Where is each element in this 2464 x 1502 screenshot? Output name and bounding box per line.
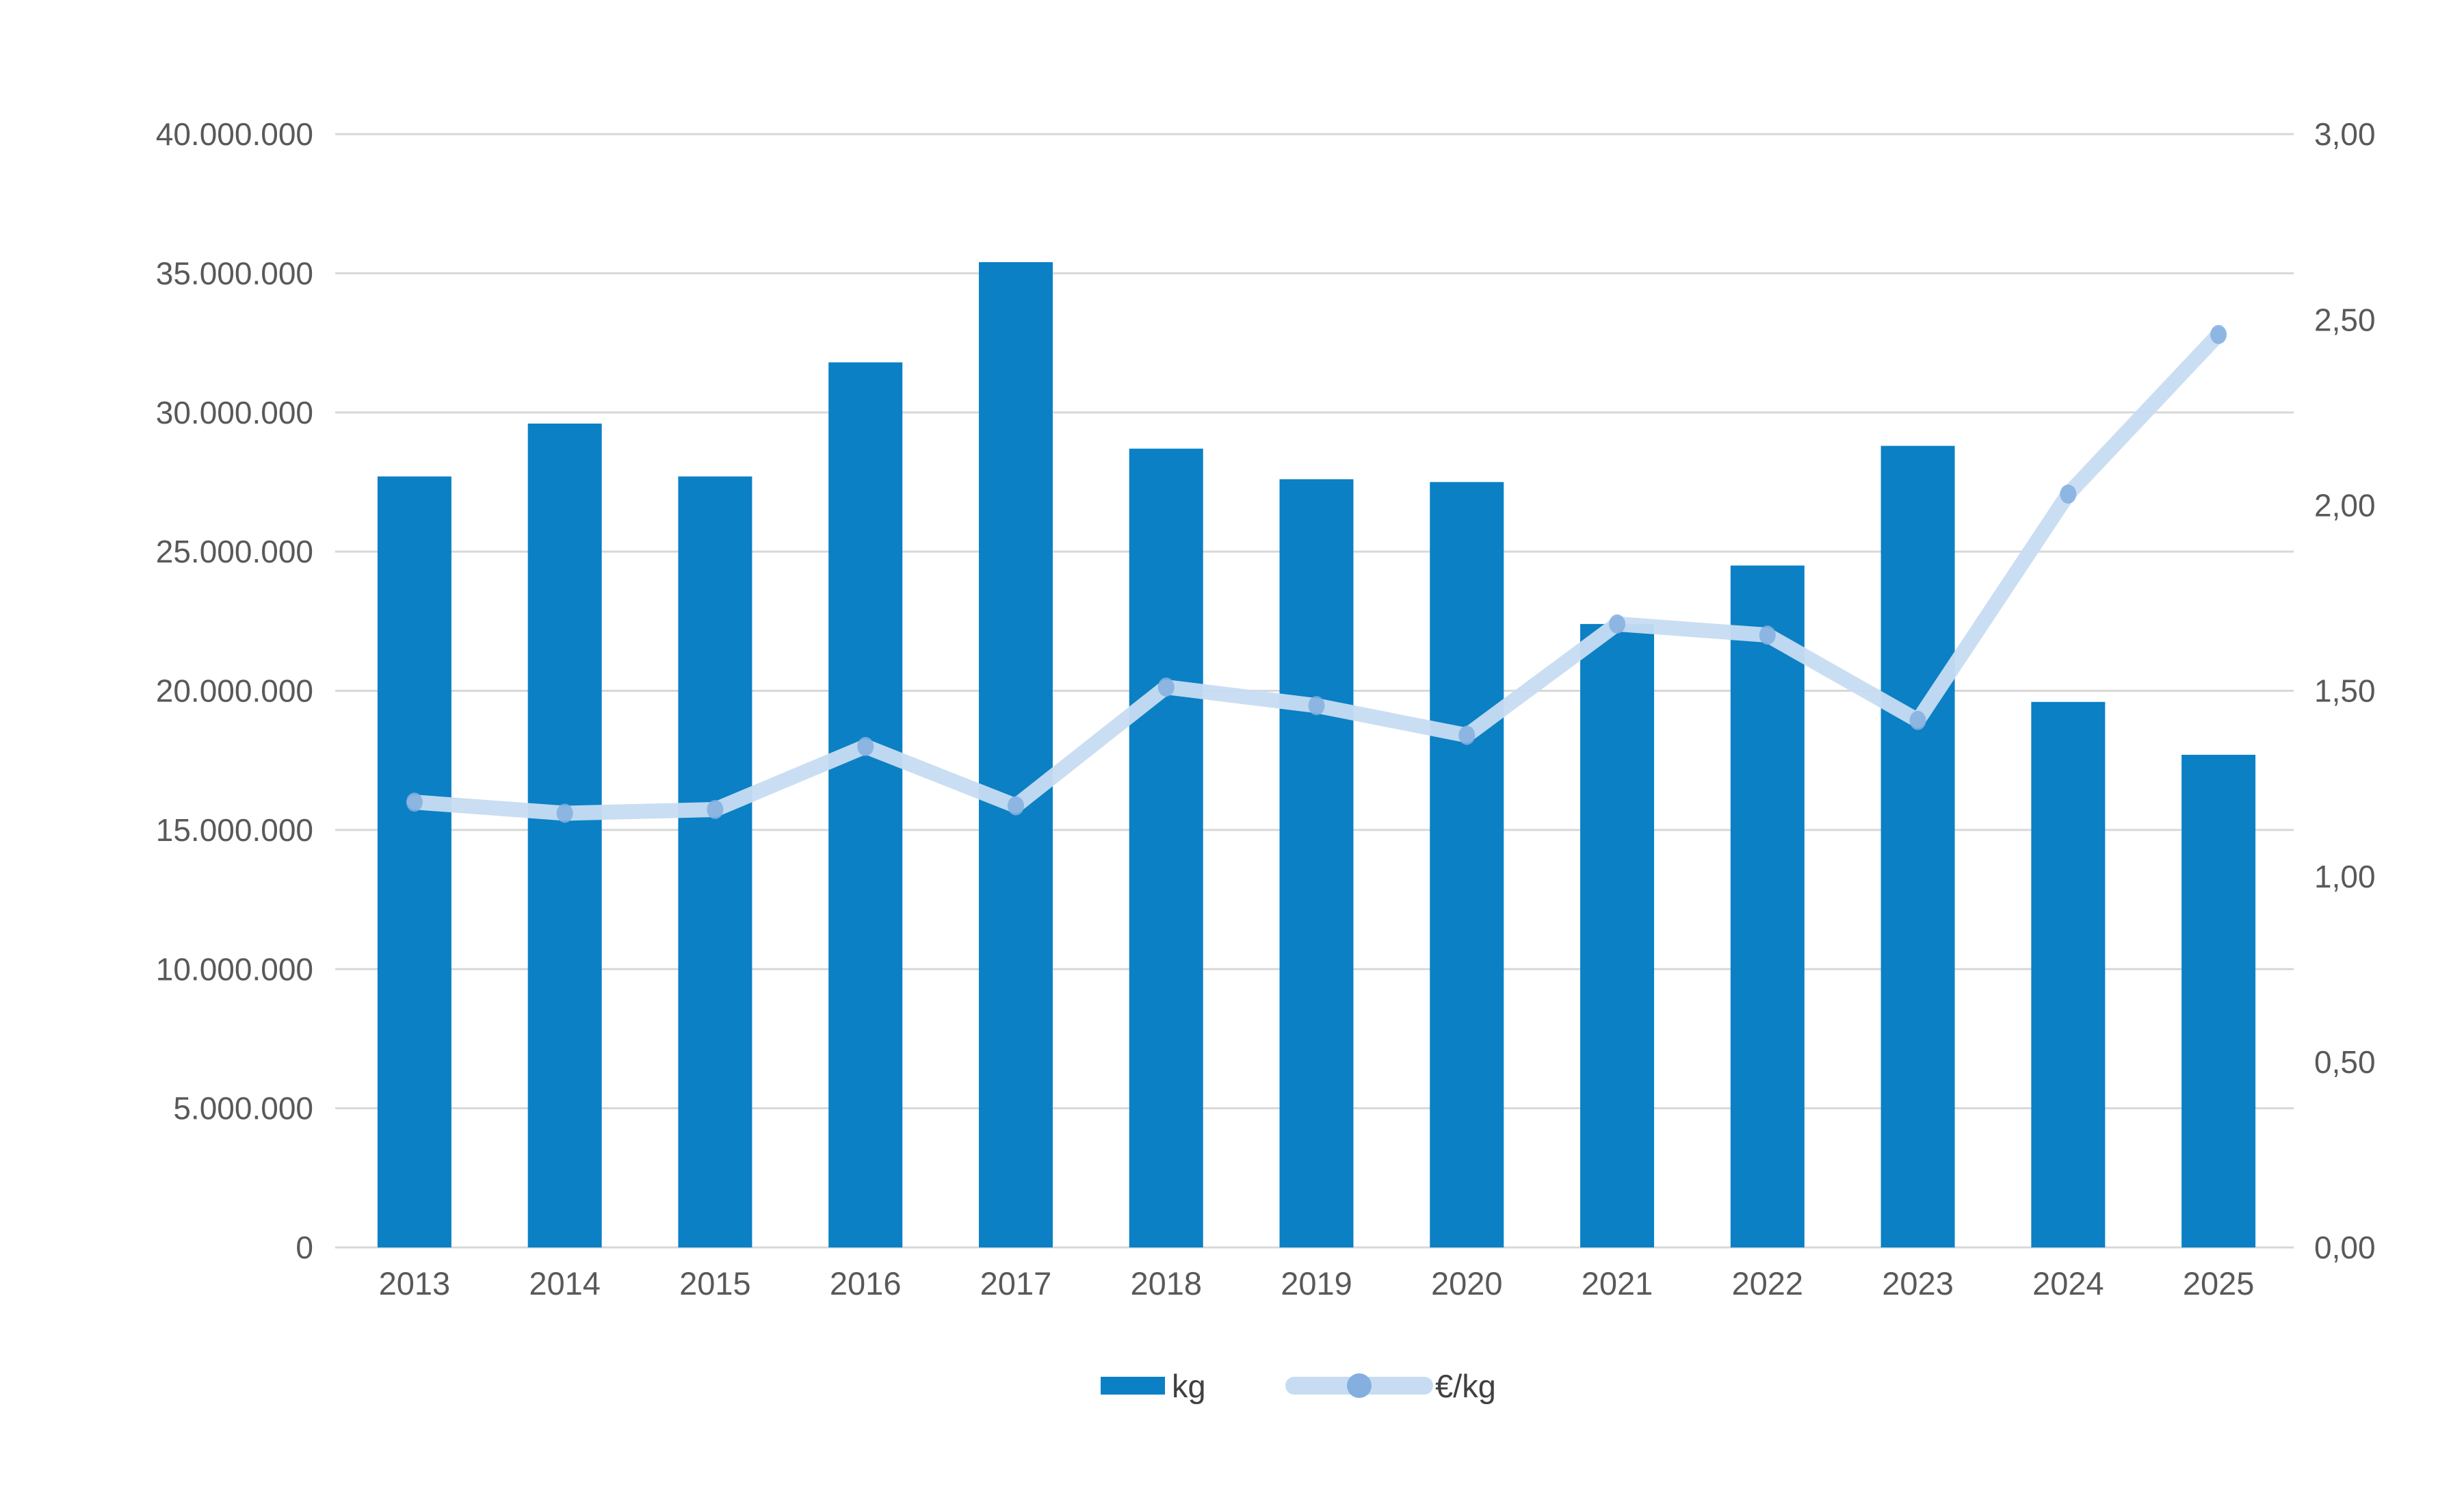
left-axis-tick-label: 20.000.000 bbox=[156, 673, 313, 709]
x-axis-label-2019: 2019 bbox=[1281, 1265, 1352, 1302]
line-point-2013[interactable] bbox=[406, 792, 423, 812]
line-point-2025[interactable] bbox=[2210, 324, 2227, 344]
left-axis-tick-label: 15.000.000 bbox=[156, 812, 313, 848]
line-point-2014[interactable] bbox=[556, 803, 573, 823]
legend-label-kg[interactable]: kg bbox=[1172, 1368, 1206, 1404]
line-point-2020[interactable] bbox=[1458, 725, 1476, 745]
right-axis-tick-label: 2,50 bbox=[2314, 302, 2376, 337]
right-axis-tick-label: 2,00 bbox=[2314, 487, 2376, 523]
line-point-2016[interactable] bbox=[857, 736, 874, 756]
x-axis-label-2015: 2015 bbox=[679, 1265, 751, 1302]
right-axis-tick-label: 0,50 bbox=[2314, 1044, 2376, 1080]
x-axis-label-2023: 2023 bbox=[1882, 1265, 1954, 1302]
right-axis-tick-label: 1,50 bbox=[2314, 673, 2376, 709]
left-axis-tick-label: 10.000.000 bbox=[156, 951, 313, 987]
x-axis-label-2013: 2013 bbox=[379, 1265, 451, 1302]
left-axis-tick-label: 40.000.000 bbox=[156, 116, 313, 152]
legend-label-eur-per-kg[interactable]: €/kg bbox=[1435, 1368, 1496, 1404]
x-axis-label-2016: 2016 bbox=[830, 1265, 902, 1302]
line-point-2023[interactable] bbox=[1909, 710, 1926, 730]
x-axis-label-2021: 2021 bbox=[1582, 1265, 1653, 1302]
left-axis-tick-label: 25.000.000 bbox=[156, 534, 313, 569]
bar-2024[interactable] bbox=[2031, 701, 2106, 1247]
line-point-2019[interactable] bbox=[1308, 696, 1325, 716]
right-axis-tick-label: 3,00 bbox=[2314, 116, 2376, 152]
line-point-2021[interactable] bbox=[1609, 614, 1626, 634]
bar-2016[interactable] bbox=[828, 362, 903, 1248]
legend-marker-eur-per-kg[interactable] bbox=[1347, 1373, 1372, 1398]
bar-2013[interactable] bbox=[377, 476, 451, 1247]
x-axis-label-2020: 2020 bbox=[1431, 1265, 1503, 1302]
x-axis-label-2014: 2014 bbox=[529, 1265, 601, 1302]
x-axis-label-2025: 2025 bbox=[2183, 1265, 2255, 1302]
x-axis-label-2018: 2018 bbox=[1130, 1265, 1202, 1302]
line-point-2017[interactable] bbox=[1007, 796, 1024, 816]
line-point-2018[interactable] bbox=[1157, 677, 1175, 697]
bar-2023[interactable] bbox=[1880, 445, 1955, 1247]
bar-2022[interactable] bbox=[1730, 565, 1805, 1247]
x-axis-label-2017: 2017 bbox=[980, 1265, 1052, 1302]
left-axis-tick-label: 5.000.000 bbox=[173, 1091, 313, 1126]
right-axis-tick-label: 1,00 bbox=[2314, 859, 2376, 894]
bar-2015[interactable] bbox=[678, 476, 752, 1247]
legend-swatch-kg[interactable] bbox=[1101, 1377, 1165, 1395]
left-axis-tick-label: 30.000.000 bbox=[156, 395, 313, 430]
x-axis-label-2024: 2024 bbox=[2032, 1265, 2104, 1302]
bar-2025[interactable] bbox=[2181, 755, 2256, 1247]
bar-2021[interactable] bbox=[1580, 623, 1655, 1247]
line-point-2015[interactable] bbox=[707, 800, 724, 820]
bar-2019[interactable] bbox=[1279, 479, 1354, 1247]
x-axis-label-2022: 2022 bbox=[1732, 1265, 1804, 1302]
bar-2018[interactable] bbox=[1129, 448, 1203, 1248]
right-axis-tick-label: 0,00 bbox=[2314, 1230, 2376, 1265]
line-point-2024[interactable] bbox=[2060, 484, 2077, 504]
bar-2017[interactable] bbox=[978, 262, 1053, 1248]
left-axis-tick-label: 0 bbox=[296, 1230, 313, 1265]
left-axis-tick-label: 35.000.000 bbox=[156, 255, 313, 291]
line-point-2022[interactable] bbox=[1759, 625, 1776, 645]
bar-2020[interactable] bbox=[1430, 482, 1504, 1247]
bar-2014[interactable] bbox=[527, 424, 602, 1247]
